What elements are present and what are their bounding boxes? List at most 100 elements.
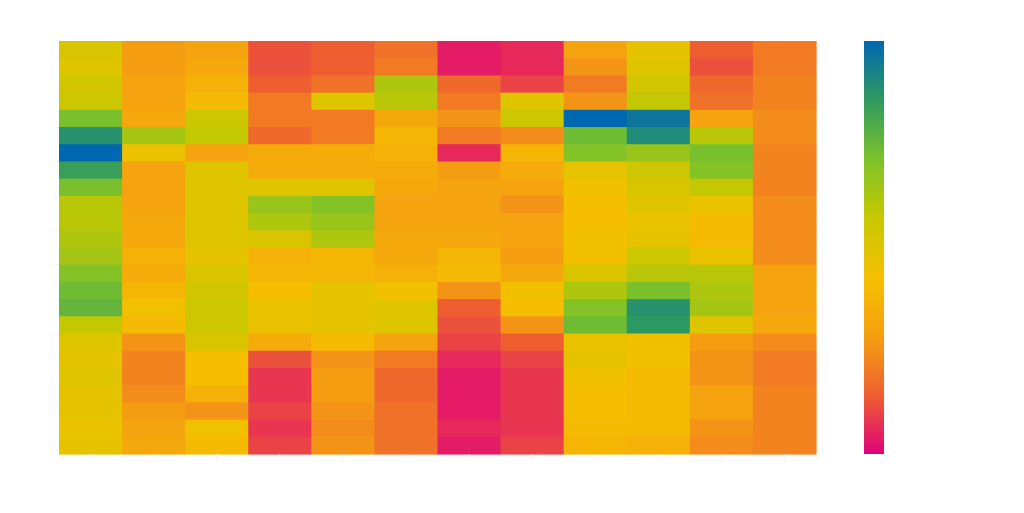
heatmap-cell (311, 316, 376, 335)
heatmap-cell (374, 333, 439, 352)
heatmap-cell (437, 419, 502, 438)
heatmap-cell (248, 385, 312, 403)
heatmap-cell (248, 281, 312, 300)
heatmap-cell (752, 436, 817, 455)
heatmap-cell (374, 195, 439, 214)
heatmap-cell (59, 367, 123, 386)
heatmap-cell (248, 58, 312, 77)
heatmap-cell (563, 247, 628, 266)
heatmap-cell (500, 247, 565, 266)
heatmap-cell (185, 281, 249, 300)
heatmap-cell (185, 316, 249, 335)
heatmap-cell (437, 385, 502, 403)
heatmap-cell (122, 264, 186, 283)
heatmap-cell (437, 367, 502, 386)
heatmap-cell (311, 127, 376, 145)
heatmap-cell (689, 230, 754, 249)
heatmap-cell (311, 436, 376, 455)
heatmap-cell (437, 178, 502, 197)
heatmap-cell (563, 316, 628, 335)
heatmap-cell (185, 350, 249, 369)
heatmap-cell (500, 127, 565, 145)
heatmap-cell (122, 299, 186, 317)
heatmap-cell (59, 333, 123, 352)
heatmap-cell (374, 109, 439, 128)
heatmap-cell (437, 333, 502, 352)
heatmap-cell (500, 109, 565, 128)
heatmap-cell (626, 230, 691, 249)
heatmap-cell (563, 161, 628, 180)
heatmap-cell (185, 213, 249, 231)
heatmap-cell (122, 316, 186, 335)
heatmap-cell (689, 333, 754, 352)
heatmap-cell (689, 92, 754, 111)
heatmap-cell (752, 264, 817, 283)
heatmap-cell (311, 144, 376, 163)
heatmap-cell (185, 195, 249, 214)
heatmap-cell (689, 195, 754, 214)
heatmap-cell (752, 127, 817, 145)
heatmap-cell (311, 109, 376, 128)
heatmap-cell (689, 299, 754, 317)
heatmap-cell (563, 144, 628, 163)
heatmap-cell (122, 436, 186, 455)
heatmap-cell (374, 58, 439, 77)
heatmap-cell (563, 109, 628, 128)
heatmap-cell (689, 127, 754, 145)
heatmap-cell (563, 402, 628, 421)
heatmap-cell (248, 367, 312, 386)
heatmap-cell (185, 92, 249, 111)
heatmap-cell (500, 350, 565, 369)
heatmap-cell (311, 178, 376, 197)
heatmap-cell (59, 178, 123, 197)
heatmap-cell (122, 195, 186, 214)
heatmap-cell (374, 92, 439, 111)
heatmap-cell (59, 195, 123, 214)
heatmap-cell (752, 299, 817, 317)
heatmap-cell (752, 58, 817, 77)
heatmap-cell (752, 402, 817, 421)
heatmap-cell (752, 367, 817, 386)
heatmap-cell (626, 144, 691, 163)
heatmap-cell (248, 419, 312, 438)
heatmap-cell (59, 144, 123, 163)
heatmap-cell (248, 178, 312, 197)
heatmap-cell (311, 419, 376, 438)
heatmap-cell (437, 41, 502, 59)
heatmap-cell (752, 385, 817, 403)
heatmap-cell (185, 299, 249, 317)
heatmap-cell (374, 41, 439, 59)
heatmap-cell (626, 213, 691, 231)
heatmap-cell (374, 247, 439, 266)
heatmap-cell (122, 419, 186, 438)
heatmap-cell (626, 92, 691, 111)
heatmap-cell (185, 41, 249, 59)
heatmap-cell (185, 161, 249, 180)
heatmap-cell (752, 75, 817, 94)
heatmap-cell (437, 436, 502, 455)
heatmap-cell (500, 419, 565, 438)
heatmap-cell (374, 436, 439, 455)
heatmap-cell (185, 247, 249, 266)
heatmap-cell (248, 436, 312, 455)
heatmap-cell (59, 316, 123, 335)
heatmap-cell (500, 144, 565, 163)
heatmap-cell (563, 41, 628, 59)
heatmap-cell (122, 127, 186, 145)
heatmap-cell (563, 281, 628, 300)
heatmap-cell (122, 350, 186, 369)
heatmap-cell (185, 127, 249, 145)
heatmap-cell (437, 109, 502, 128)
heatmap-cell (437, 58, 502, 77)
heatmap-cell (374, 213, 439, 231)
heatmap-cell (437, 299, 502, 317)
heatmap-cell (248, 350, 312, 369)
heatmap-cell (122, 281, 186, 300)
heatmap-cell (689, 109, 754, 128)
heatmap-cell (122, 92, 186, 111)
x-axis-ticks (90, 454, 785, 460)
heatmap-cell (500, 402, 565, 421)
heatmap-cell (122, 75, 186, 94)
heatmap-cell (626, 41, 691, 59)
